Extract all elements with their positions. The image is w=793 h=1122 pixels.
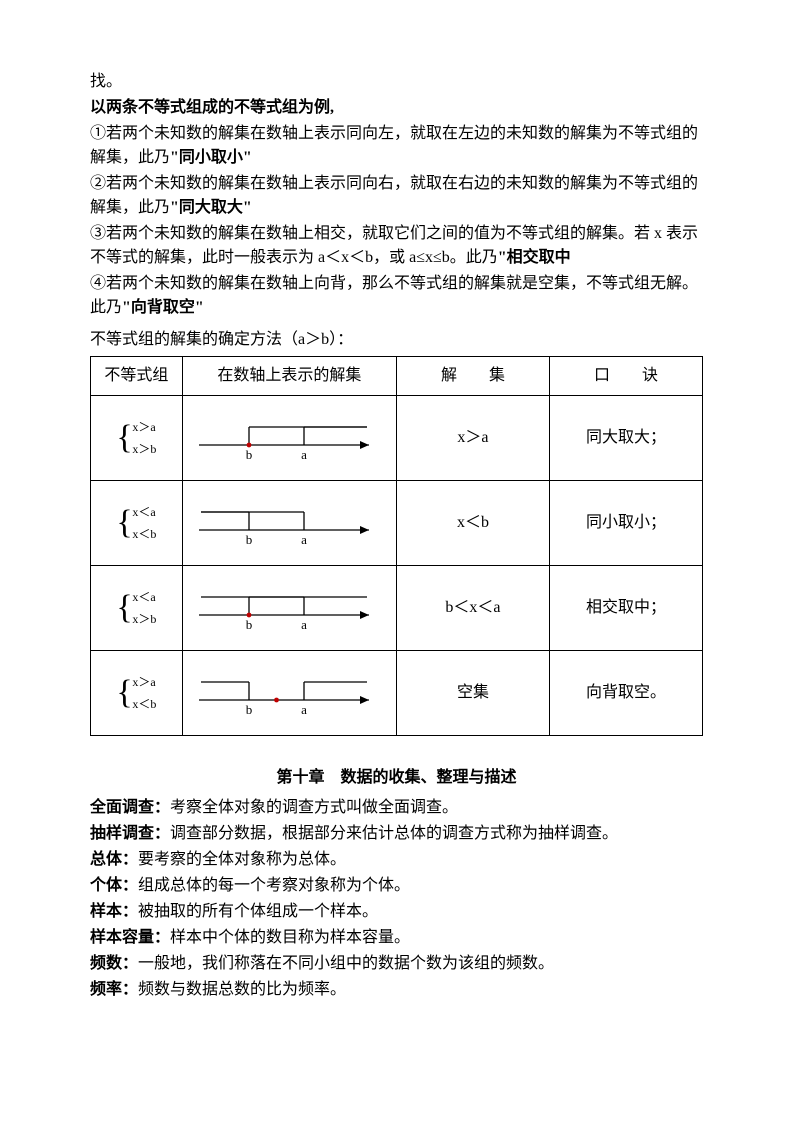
definitions: 全面调查：考察全体对象的调查方式叫做全面调查。 抽样调查：调查部分数据，根据部分… [90, 796, 703, 1002]
svg-text:a: a [302, 447, 308, 462]
rule-1: ①若两个未知数的解集在数轴上表示同向左，就取在左边的未知数的解集为不等式组的解集… [90, 122, 703, 170]
rule-3: ③若两个未知数的解集在数轴上相交，就取它们之间的值为不等式组的解集。若 x 表示… [90, 222, 703, 270]
svg-text:b: b [246, 532, 253, 547]
diagram-cell: ba [182, 651, 396, 736]
diagram-cell: ba [182, 481, 396, 566]
svg-text:b: b [246, 702, 253, 717]
chapter-title: 第十章 数据的收集、整理与描述 [90, 766, 703, 790]
table-title: 不等式组的解集的确定方法（a＞b）： [90, 328, 703, 352]
mn: 相交取中； [549, 566, 702, 651]
th-mn: 口 诀 [549, 357, 702, 396]
svg-text:b: b [246, 447, 253, 462]
intro: 找。 以两条不等式组成的不等式组为例, ①若两个未知数的解集在数轴上表示同向左，… [90, 70, 703, 320]
svg-1: ba [194, 411, 384, 465]
svg-text:a: a [302, 617, 308, 632]
table-row: {x＞ax＞b ba x＞a 同大取大； [91, 396, 703, 481]
rule-4: ④若两个未知数的解集在数轴上向背，那么不等式组的解集就是空集，不等式组无解。此乃… [90, 272, 703, 320]
line: 以两条不等式组成的不等式组为例, [90, 96, 703, 120]
table-row: {x＞ax＜b ba 空集 向背取空。 [91, 651, 703, 736]
rule-2: ②若两个未知数的解集在数轴上表示同向右，就取在右边的未知数的解集为不等式组的解集… [90, 172, 703, 220]
line: 找。 [90, 70, 703, 94]
diagram-cell: ba [182, 396, 396, 481]
ineq-group: {x＜ax＞b [116, 586, 156, 630]
svg-4: ba [194, 666, 384, 720]
sol: x＞a [396, 396, 549, 481]
th-diagram: 在数轴上表示的解集 [182, 357, 396, 396]
sol: x＜b [396, 481, 549, 566]
sol: 空集 [396, 651, 549, 736]
svg-text:a: a [302, 702, 308, 717]
mn: 同大取大； [549, 396, 702, 481]
ineq-group: {x＜ax＜b [116, 501, 156, 545]
diagram-cell: ba [182, 566, 396, 651]
solution-table: 不等式组 在数轴上表示的解集 解 集 口 诀 {x＞ax＞b ba x＞a 同大… [90, 356, 703, 736]
sol: b＜x＜a [396, 566, 549, 651]
table-row: {x＜ax＜b ba x＜b 同小取小； [91, 481, 703, 566]
mn: 同小取小； [549, 481, 702, 566]
svg-2: ba [194, 496, 384, 550]
ineq-group: {x＞ax＞b [116, 416, 156, 460]
th-sol: 解 集 [396, 357, 549, 396]
svg-text:a: a [302, 532, 308, 547]
th-group: 不等式组 [91, 357, 183, 396]
svg-3: ba [194, 581, 384, 635]
table-row: {x＜ax＞b ba b＜x＜a 相交取中； [91, 566, 703, 651]
ineq-group: {x＞ax＜b [116, 671, 156, 715]
mn: 向背取空。 [549, 651, 702, 736]
svg-text:b: b [246, 617, 253, 632]
